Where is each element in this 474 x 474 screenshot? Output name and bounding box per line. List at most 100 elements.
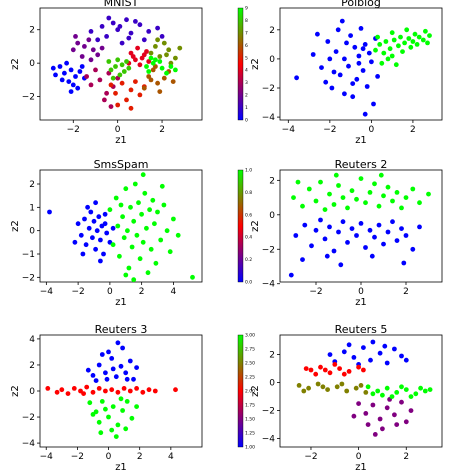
data-point [137, 92, 143, 98]
data-point [161, 40, 167, 46]
data-point [110, 366, 116, 372]
data-point [394, 422, 400, 427]
data-point [358, 221, 364, 226]
data-point [148, 77, 154, 83]
data-point [134, 365, 140, 370]
data-point [365, 384, 371, 390]
data-point [150, 67, 156, 73]
data-point [337, 72, 343, 78]
x-tick-label: 0 [107, 287, 113, 297]
data-point [410, 246, 416, 252]
data-point [350, 81, 356, 86]
data-point [171, 216, 176, 222]
data-point [97, 77, 103, 83]
x-tick-label: 0 [358, 287, 364, 297]
data-point [137, 62, 143, 68]
x-tick-label: 4 [168, 452, 174, 462]
data-point [86, 225, 92, 231]
x-axis-label: z1 [115, 135, 127, 146]
colorbar-tick-label: 2.25 [245, 375, 255, 381]
x-tick-label: 2 [403, 287, 409, 297]
data-point [75, 85, 81, 91]
data-point [399, 205, 404, 211]
data-point [128, 204, 133, 210]
data-point [95, 37, 101, 43]
data-point [318, 217, 323, 223]
y-axis-label: z2 [250, 385, 261, 397]
data-point [372, 181, 377, 187]
data-point [152, 388, 158, 394]
y-tick-label: 0 [269, 55, 275, 65]
data-point [159, 183, 165, 189]
data-point [338, 262, 344, 268]
data-point [322, 207, 328, 213]
data-point [137, 256, 143, 262]
colorbar-tick-label: 2.75 [245, 347, 255, 353]
data-point [73, 74, 78, 79]
y-tick-label: −2 [262, 245, 275, 255]
data-point [387, 46, 393, 52]
y-tick-label: 2 [29, 180, 35, 190]
data-point [327, 191, 332, 197]
data-point [306, 385, 311, 391]
data-point [118, 396, 124, 402]
data-point [84, 384, 90, 390]
data-point [390, 219, 395, 225]
data-point [349, 188, 355, 194]
data-point [148, 55, 154, 61]
data-point [123, 426, 129, 432]
data-point [390, 198, 395, 204]
data-point [124, 17, 129, 23]
data-point [377, 416, 383, 422]
x-tick-label: −2 [67, 125, 80, 135]
data-point [377, 350, 383, 356]
data-point [115, 389, 121, 395]
y-tick-label: 2 [269, 176, 275, 186]
data-point [141, 85, 147, 91]
data-point [313, 227, 319, 233]
data-point [123, 370, 129, 376]
data-point [344, 40, 349, 46]
data-point [102, 211, 108, 217]
data-point [293, 233, 299, 238]
colorbar-tick-label: 1 [245, 105, 248, 111]
data-point [363, 245, 368, 250]
data-point [45, 386, 51, 391]
colorbar-tick-label: 2.00 [245, 389, 255, 395]
data-point [327, 224, 332, 230]
subplot-title: SmsSpam [94, 158, 149, 171]
data-point [115, 57, 121, 63]
x-axis-label: z1 [355, 135, 367, 146]
data-point [177, 45, 183, 51]
colorbar-tick-label: 0.8 [245, 190, 252, 196]
data-point [66, 79, 72, 84]
data-point [360, 46, 366, 52]
data-point [126, 265, 132, 271]
data-point [90, 389, 96, 395]
data-point [103, 388, 108, 394]
data-point [117, 72, 123, 78]
x-axis-label: z1 [355, 462, 367, 473]
data-point [370, 402, 376, 408]
colorbar [237, 334, 244, 448]
data-point [113, 434, 119, 439]
data-point [93, 67, 98, 73]
data-point [141, 37, 147, 43]
data-point [363, 411, 369, 416]
data-point [128, 50, 134, 56]
subplot-polblog: Polblog−4−202−4−202z1z20.00.20.40.60.81.… [250, 0, 443, 146]
data-point [335, 27, 341, 33]
data-point [157, 89, 163, 94]
data-point [115, 340, 121, 346]
data-point [377, 42, 383, 47]
data-point [389, 30, 395, 36]
data-point [85, 367, 91, 373]
data-point [106, 414, 111, 420]
colorbar-tick-label: 4 [245, 68, 248, 74]
x-axis-label: z1 [115, 462, 127, 473]
data-point [128, 87, 134, 93]
data-point [93, 200, 98, 206]
colorbar-tick-label: 5 [245, 55, 248, 61]
data-point [327, 370, 333, 376]
